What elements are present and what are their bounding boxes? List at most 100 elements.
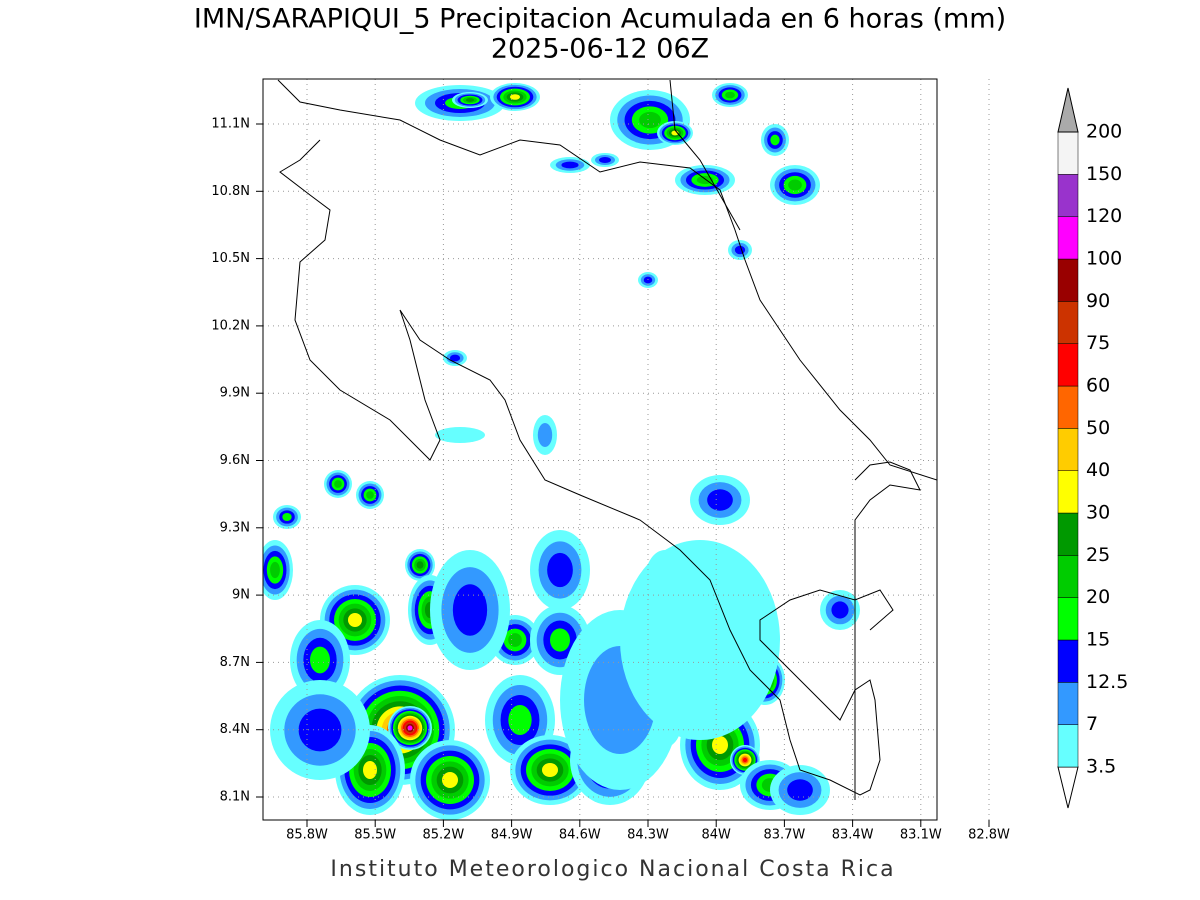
- rain-contour: [310, 646, 330, 674]
- colorbar-bin: [1057, 724, 1079, 768]
- lon-tick-label: 84W: [701, 828, 731, 843]
- lat-tick-label: 8.7N: [220, 655, 250, 670]
- lat-tick-label: 9.9N: [220, 386, 250, 401]
- rain-contour: [620, 540, 780, 740]
- colorbar-label: 30: [1086, 502, 1110, 524]
- colorbar-label: 75: [1086, 332, 1110, 354]
- colorbar: 3.5 7 12.5 15 20 25 30 40 50 60 75 90 100 120 150 200: [1057, 87, 1128, 809]
- colorbar-label: 50: [1086, 417, 1110, 439]
- lon-tick-label: 83.7W: [763, 828, 805, 843]
- rain-contour: [599, 157, 611, 163]
- lat-tick-label: 8.4N: [220, 722, 250, 737]
- rain-contour: [550, 628, 570, 652]
- lon-tick-label: 82.8W: [968, 828, 1010, 843]
- rain-contour: [449, 354, 461, 362]
- colorbar-label: 150: [1086, 163, 1122, 185]
- rain-contour: [537, 423, 553, 447]
- lat-tick-label: 9N: [232, 588, 250, 603]
- colorbar-label: 200: [1086, 121, 1122, 143]
- colorbar-bin: [1057, 470, 1079, 514]
- colorbar-under: [1057, 766, 1079, 809]
- rain-contour: [508, 705, 532, 735]
- colorbar-label: 25: [1086, 544, 1110, 566]
- rain-contour: [725, 91, 735, 99]
- colorbar-label: 7: [1086, 713, 1098, 735]
- rain-contour: [561, 161, 579, 169]
- lon-tick-label: 83.1W: [900, 828, 942, 843]
- colorbar-bin: [1057, 258, 1079, 302]
- rain-contour: [363, 761, 377, 779]
- rain-contour: [348, 613, 362, 627]
- rain-contour: [831, 601, 849, 619]
- colorbar-label: 40: [1086, 459, 1110, 481]
- colorbar-bin: [1057, 555, 1079, 598]
- colorbar-bin: [1057, 301, 1079, 344]
- subtitle: 2025-06-12 06Z: [491, 34, 709, 65]
- colorbar-bin: [1057, 597, 1079, 641]
- coastlines: [277, 79, 937, 800]
- rain-contour: [510, 94, 520, 100]
- precipitation-field: [263, 83, 860, 820]
- rain-contour: [442, 772, 458, 788]
- rain-contour: [787, 779, 813, 801]
- colorbar-label: 15: [1086, 629, 1110, 651]
- lon-tick-label: 84.6W: [559, 828, 601, 843]
- lat-tick-label: 9.3N: [220, 520, 250, 535]
- panama-border: [854, 461, 921, 800]
- lat-tick-label: 11.1N: [211, 117, 250, 132]
- colorbar-label: 20: [1086, 586, 1110, 608]
- rain-contour: [788, 179, 802, 191]
- rain-contour: [416, 561, 424, 569]
- rain-contour: [712, 736, 728, 754]
- rain-contour: [452, 584, 488, 636]
- lon-tick-label: 85.2W: [422, 828, 464, 843]
- rain-contour: [270, 561, 280, 579]
- colorbar-bin: [1057, 216, 1079, 260]
- graticule: 11.1N 10.8N 10.5N 10.2N 9.9N 9.6N 9.3N 9N 8.7N 8.…: [211, 79, 1010, 843]
- rain-contour: [366, 491, 374, 499]
- colorbar-label: 90: [1086, 290, 1110, 312]
- lon-tick-label: 85.5W: [354, 828, 396, 843]
- footer: Instituto Meteorologico Nacional Costa R…: [330, 857, 895, 882]
- rain-contour: [639, 111, 661, 129]
- lat-tick-label: 9.6N: [220, 453, 250, 468]
- rain-contour: [742, 757, 748, 763]
- map-frame: [262, 78, 938, 821]
- colorbar-bin: [1057, 174, 1079, 217]
- rain-contour: [734, 245, 746, 255]
- lat-tick-label: 10.8N: [211, 184, 250, 199]
- colorbar-bin: [1057, 428, 1079, 471]
- colorbar-bin: [1057, 512, 1079, 556]
- colorbar-bin: [1057, 385, 1079, 429]
- rain-contour: [547, 552, 573, 588]
- rain-contour: [298, 708, 342, 752]
- rain-contour: [707, 489, 733, 511]
- pacific-coast: [279, 139, 894, 796]
- lat-tick-label: 8.1N: [220, 790, 250, 805]
- rain-contour: [334, 480, 342, 488]
- colorbar-label: 100: [1086, 248, 1122, 270]
- lon-tick-label: 85.8W: [286, 828, 328, 843]
- title: IMN/SARAPIQUI_5 Precipitacion Acumulada …: [194, 4, 1006, 35]
- colorbar-label: 60: [1086, 375, 1110, 397]
- colorbar-bin: [1057, 343, 1079, 387]
- lon-tick-label: 84.3W: [627, 828, 669, 843]
- colorbar-label: 3.5: [1086, 756, 1116, 778]
- rain-contour: [770, 134, 780, 146]
- rain-contour: [465, 98, 475, 102]
- lat-tick-label: 10.2N: [211, 318, 250, 333]
- nicaragua-border: [277, 79, 937, 481]
- colorbar-bin: [1057, 639, 1079, 683]
- colorbar-bin: [1057, 682, 1079, 725]
- colorbar-bin: [1057, 131, 1079, 175]
- lat-tick-label: 10.5N: [211, 251, 250, 266]
- rain-contour: [282, 513, 292, 521]
- lon-tick-label: 83.4W: [832, 828, 874, 843]
- caribbean-coast: [669, 79, 741, 231]
- colorbar-over: [1057, 87, 1079, 133]
- rain-contour: [508, 633, 522, 647]
- lon-tick-label: 84.9W: [491, 828, 533, 843]
- rain-contour: [435, 427, 485, 443]
- colorbar-label: 12.5: [1086, 671, 1128, 693]
